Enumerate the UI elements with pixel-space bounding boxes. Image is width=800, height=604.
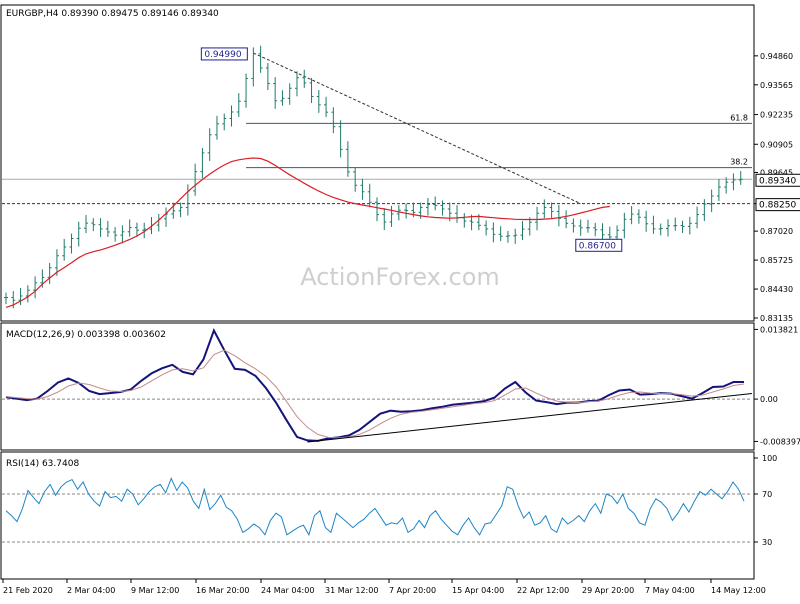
macd-signal-line <box>5 349 745 439</box>
rsi-y-tick-label: 70 <box>762 490 772 499</box>
price-y-tick-label: 0.90905 <box>760 140 793 149</box>
price-y-tick-label: 0.92235 <box>760 111 793 120</box>
price-panel-frame <box>0 4 755 322</box>
macd-line <box>5 328 744 442</box>
rsi-panel-frame <box>0 451 755 580</box>
price-y-tick-label: 0.84430 <box>760 285 793 294</box>
price-y-tick-label: 0.85725 <box>760 256 793 265</box>
last-price-tag: 0.89340 <box>759 176 796 186</box>
x-tick-label: 31 Mar 12:00 <box>325 586 378 595</box>
macd-trendline <box>307 393 753 443</box>
price-y-tick-label: 0.93565 <box>760 81 793 90</box>
macd-y-tick-label: 0.013821 <box>760 325 798 334</box>
x-tick-label: 24 Mar 04:00 <box>261 586 314 595</box>
rsi-title: RSI(14) 63.7408 <box>6 459 79 469</box>
low-label-box <box>575 238 623 252</box>
price-y-tick-label: 0.87020 <box>760 227 793 236</box>
support-tag-box <box>755 198 800 212</box>
fib-label: 38.2 <box>730 158 748 167</box>
price-y-tick-label: 0.94860 <box>760 52 793 61</box>
rsi-y-tick-label: 100 <box>762 454 777 463</box>
watermark: ActionForex.com <box>300 263 500 291</box>
x-tick-label: 21 Feb 2020 <box>3 586 53 595</box>
macd-y-tick-label: 0.00 <box>760 395 778 404</box>
price-y-tick-label: 0.89645 <box>760 168 793 177</box>
x-tick-label: 9 Mar 12:00 <box>131 586 179 595</box>
price-trendline <box>253 52 581 205</box>
support-tag: 0.88250 <box>759 201 796 211</box>
x-tick-label: 7 May 04:00 <box>645 586 695 595</box>
rsi-y-tick-label: 30 <box>762 538 772 547</box>
fib-label: 61.8 <box>730 113 748 122</box>
x-tick-label: 7 Apr 20:00 <box>389 586 436 595</box>
moving-average-line <box>5 157 610 308</box>
axis-layer: 0.94860 0.93565 0.92235 0.90905 0.89645 0.882… <box>2 52 800 595</box>
x-tick-label: 14 May 12:00 <box>711 586 766 595</box>
high-label-box <box>200 47 248 61</box>
rsi-layer <box>2 477 752 543</box>
low-label: 0.86700 <box>579 241 616 251</box>
macd-panel-frame <box>0 322 755 451</box>
x-tick-label: 16 Mar 20:00 <box>196 586 249 595</box>
price-layer: 61.8 38.2 0.94990 0.86700 <box>2 45 752 309</box>
x-tick-label: 29 Apr 20:00 <box>582 586 634 595</box>
high-label: 0.94990 <box>204 50 241 60</box>
macd-layer <box>2 328 753 443</box>
x-tick-label: 22 Apr 12:00 <box>517 586 569 595</box>
price-header: EURGBP,H4 0.89390 0.89475 0.89146 0.8934… <box>6 9 219 19</box>
x-tick-label: 15 Apr 04:00 <box>452 586 504 595</box>
price-y-tick-label: 0.83135 <box>760 314 793 323</box>
x-tick-label: 2 Mar 04:00 <box>67 586 115 595</box>
macd-title: MACD(12,26,9) 0.003398 0.003602 <box>6 330 166 340</box>
last-price-tag-box <box>755 173 800 187</box>
macd-y-tick-label: -0.008397 <box>760 437 800 446</box>
rsi-line <box>5 477 745 537</box>
